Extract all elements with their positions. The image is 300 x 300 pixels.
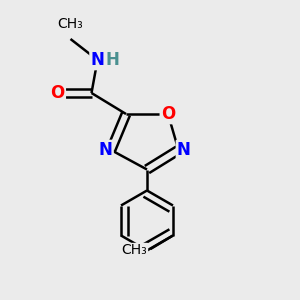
Text: N: N	[177, 141, 191, 159]
Text: N: N	[91, 51, 104, 69]
Text: CH₃: CH₃	[122, 244, 148, 257]
Text: N: N	[99, 141, 112, 159]
Text: O: O	[161, 105, 175, 123]
Text: CH₃: CH₃	[58, 17, 83, 32]
Text: H: H	[106, 51, 119, 69]
Text: O: O	[50, 84, 65, 102]
